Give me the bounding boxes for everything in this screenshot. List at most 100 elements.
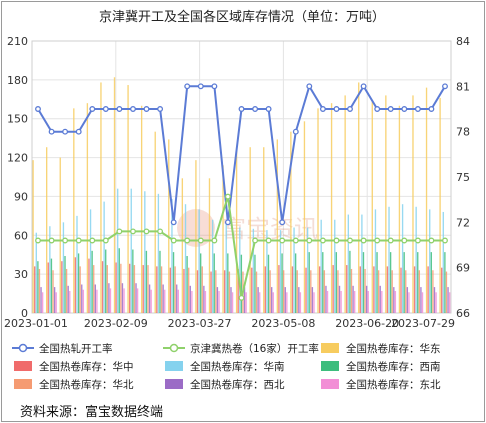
bar-6 bbox=[365, 285, 368, 313]
bar-2 bbox=[400, 267, 402, 313]
y-right-tick-label: 69 bbox=[456, 262, 470, 275]
bar-6 bbox=[406, 287, 409, 313]
line-marker bbox=[170, 219, 177, 226]
bar-7 bbox=[164, 289, 166, 313]
bar-7 bbox=[340, 290, 342, 313]
bar-7 bbox=[435, 292, 437, 313]
bar-6 bbox=[135, 283, 137, 313]
bar-5 bbox=[418, 270, 421, 313]
line-marker bbox=[442, 237, 448, 244]
bar-7 bbox=[204, 290, 207, 313]
bar-3 bbox=[103, 201, 105, 313]
bar-2 bbox=[210, 271, 212, 313]
legend-bar-swatch bbox=[321, 361, 339, 371]
bar-6 bbox=[433, 287, 436, 313]
bar-1 bbox=[208, 178, 211, 313]
line-marker bbox=[374, 106, 381, 112]
bar-3 bbox=[157, 193, 160, 313]
bar-1 bbox=[317, 108, 319, 313]
bar-3 bbox=[184, 204, 187, 313]
legend-bar-swatch bbox=[321, 379, 339, 389]
line-marker bbox=[62, 237, 69, 244]
legend-label: 全国热卷库存：华中 bbox=[39, 360, 134, 373]
bar-2 bbox=[413, 266, 416, 313]
line-marker bbox=[75, 237, 82, 244]
bar-2 bbox=[264, 266, 267, 313]
bar-7 bbox=[408, 292, 410, 313]
bar-4 bbox=[37, 261, 39, 313]
bar-6 bbox=[94, 284, 96, 313]
bar-6 bbox=[379, 285, 381, 313]
line-marker bbox=[238, 294, 245, 301]
bar-2 bbox=[156, 266, 158, 313]
line-marker bbox=[224, 193, 231, 200]
x-tick-label: 2023-05-08 bbox=[251, 317, 315, 330]
line-marker bbox=[265, 106, 272, 112]
bar-3 bbox=[252, 228, 255, 313]
line-marker bbox=[306, 83, 313, 90]
bar-2 bbox=[128, 263, 131, 313]
bar-5 bbox=[364, 268, 366, 313]
bar-7 bbox=[367, 290, 369, 313]
y-left-tick-label: 150 bbox=[7, 113, 28, 126]
bar-2 bbox=[196, 270, 199, 313]
bar-4 bbox=[227, 253, 229, 313]
legend-bar-swatch bbox=[321, 343, 339, 353]
bar-7 bbox=[55, 292, 57, 313]
bar-4 bbox=[77, 253, 80, 313]
line-marker bbox=[116, 106, 123, 112]
line-marker bbox=[197, 83, 204, 90]
bar-1 bbox=[385, 95, 387, 314]
bar-3 bbox=[388, 206, 390, 313]
line-marker bbox=[306, 237, 313, 244]
bar-4 bbox=[362, 252, 365, 313]
bar-2 bbox=[278, 265, 280, 313]
y-right-tick-label: 78 bbox=[456, 126, 470, 139]
y-left-tick-label: 90 bbox=[14, 190, 28, 203]
bar-4 bbox=[64, 256, 66, 313]
bar-1 bbox=[398, 105, 401, 313]
bar-6 bbox=[189, 285, 191, 313]
bar-7 bbox=[394, 290, 397, 313]
bar-6 bbox=[298, 287, 300, 313]
bar-5 bbox=[106, 265, 108, 313]
line-marker bbox=[428, 237, 435, 244]
bar-5 bbox=[337, 270, 339, 313]
bar-1 bbox=[140, 105, 143, 313]
line-marker bbox=[102, 106, 109, 112]
legend-label: 全国热轧开工率 bbox=[39, 342, 113, 355]
legend-bar-swatch bbox=[14, 361, 32, 371]
line-marker bbox=[170, 237, 177, 244]
bar-4 bbox=[444, 252, 446, 313]
line-marker bbox=[428, 106, 435, 112]
legend-label: 京津冀热卷（16家）开工率 bbox=[190, 342, 319, 355]
bar-6 bbox=[108, 283, 110, 313]
bar-2 bbox=[332, 265, 334, 313]
bar-5 bbox=[350, 268, 353, 313]
bar-3 bbox=[429, 209, 431, 313]
bar-7 bbox=[96, 289, 98, 313]
bar-4 bbox=[417, 252, 419, 313]
line-marker bbox=[211, 237, 218, 244]
bar-4 bbox=[159, 250, 161, 313]
bar-4 bbox=[240, 254, 243, 313]
bar-1 bbox=[113, 77, 116, 314]
bar-4 bbox=[403, 252, 405, 313]
bar-1 bbox=[249, 147, 251, 313]
bar-6 bbox=[81, 284, 83, 313]
x-tick-label: 2023-03-27 bbox=[168, 317, 232, 330]
bar-1 bbox=[344, 95, 346, 314]
bar-6 bbox=[325, 285, 327, 313]
bar-7 bbox=[299, 292, 302, 313]
bar-4 bbox=[50, 258, 53, 313]
line-marker bbox=[184, 237, 191, 244]
bar-2 bbox=[427, 266, 429, 313]
bar-6 bbox=[53, 287, 56, 313]
bar-1 bbox=[425, 87, 428, 313]
bar-5 bbox=[133, 265, 136, 313]
bar-4 bbox=[145, 250, 148, 313]
y-left-tick-label: 0 bbox=[21, 307, 28, 320]
source-note: 资料来源：富宝数据终端 bbox=[20, 405, 164, 420]
line-marker bbox=[387, 237, 394, 244]
bar-7 bbox=[326, 290, 329, 313]
